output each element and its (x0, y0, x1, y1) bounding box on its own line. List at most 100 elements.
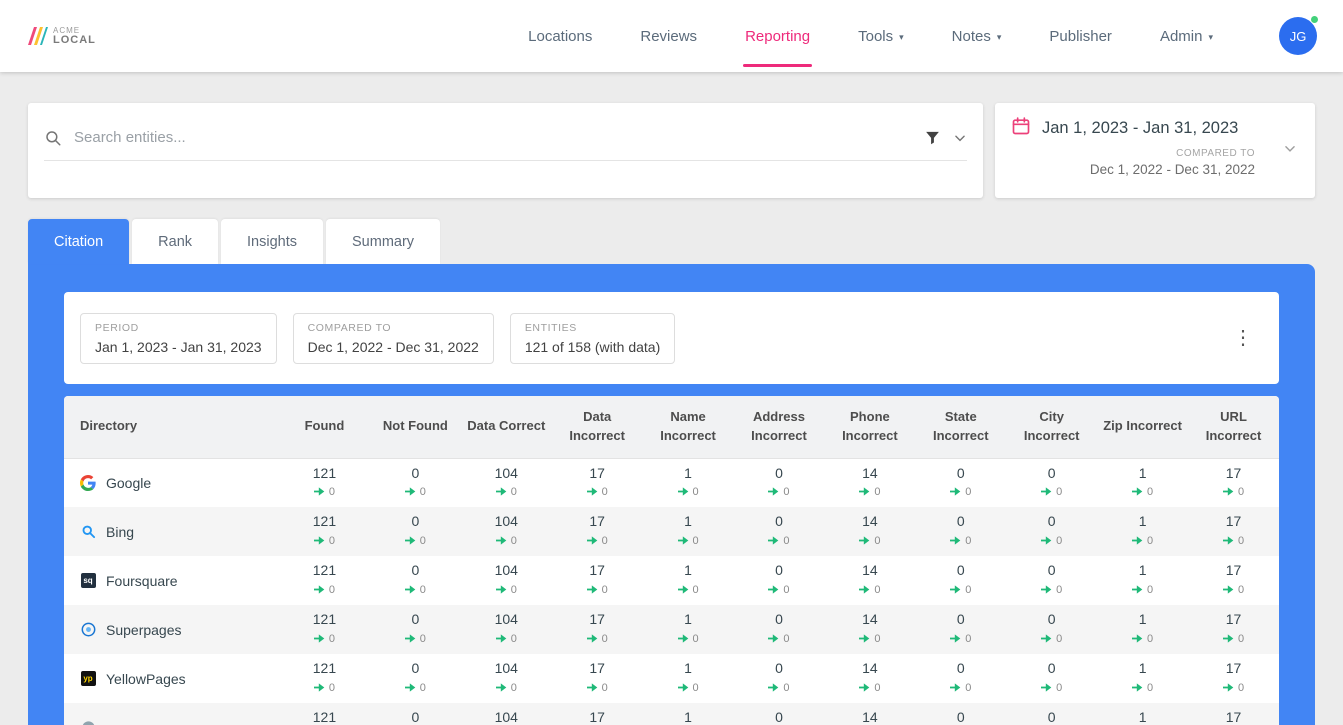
date-chevron-icon[interactable] (1283, 141, 1297, 160)
metric-delta: 0 (824, 630, 915, 648)
metric-cell: 170 (1188, 703, 1279, 725)
metric-delta: 0 (1188, 483, 1279, 501)
metric-value: 1 (1138, 562, 1147, 579)
metric-delta: 0 (552, 630, 643, 648)
trend-arrow-icon (859, 581, 870, 599)
logo[interactable]: ACME LOCAL (26, 24, 96, 48)
chevron-down-icon: ▾ (899, 31, 904, 42)
metric-delta: 0 (915, 532, 1006, 550)
metric-value: 0 (1047, 611, 1056, 628)
trend-arrow-icon (677, 581, 689, 599)
metric-value: 0 (775, 562, 783, 579)
metric-delta: 0 (552, 581, 643, 599)
metric-delta: 0 (1097, 532, 1188, 550)
filter-icon[interactable] (924, 129, 941, 146)
delta-value: 0 (328, 583, 336, 596)
column-header: Not Found (369, 396, 461, 459)
metric-value: 0 (1047, 562, 1056, 579)
metric-delta: 0 (734, 581, 825, 599)
trend-arrow-icon (313, 483, 325, 501)
tab-rank[interactable]: Rank (132, 219, 219, 264)
nav-item-reporting[interactable]: Reporting (743, 0, 813, 72)
search-chevron-down-icon[interactable] (953, 131, 967, 145)
nav-item-tools[interactable]: Tools ▾ (858, 0, 904, 72)
column-header: Name Incorrect (642, 396, 734, 459)
more-options-button[interactable]: ⋮ (1233, 327, 1253, 349)
column-header: State Incorrect (915, 396, 1007, 459)
metric-value: 14 (862, 464, 878, 481)
trend-arrow-icon (1132, 483, 1143, 501)
nav-item-notes[interactable]: Notes ▾ (952, 0, 1002, 72)
search-input[interactable] (74, 129, 912, 146)
directory-cell: sq Foursquare (64, 556, 279, 605)
entities-box: ENTITIES 121 of 158 (with data) (509, 312, 676, 364)
user-avatar[interactable]: JG (1279, 15, 1319, 55)
compared-box-label: COMPARED TO (307, 321, 392, 334)
trend-arrow-icon (313, 630, 325, 648)
metric-value: 121 (312, 611, 337, 628)
nav-item-admin[interactable]: Admin ▾ (1160, 0, 1213, 72)
trend-arrow-icon (950, 532, 961, 550)
nav-item-label: Reviews (640, 27, 698, 45)
logo-text: ACME LOCAL (53, 26, 96, 46)
delta-value: 0 (328, 485, 336, 498)
table-row: Superpages 121 0 0 0 104 0 17 0 1 0 0 0 14 0 0 0 0 0 1 0 17 0 (64, 605, 1279, 654)
column-header: Directory (64, 396, 279, 459)
delta-value: 0 (965, 632, 972, 645)
trend-arrow-icon (1041, 483, 1052, 501)
superpages-icon (80, 621, 96, 637)
metric-delta: 0 (370, 630, 461, 648)
delta-value: 0 (1056, 583, 1063, 596)
tab-summary[interactable]: Summary (326, 219, 441, 264)
nav-item-locations[interactable]: Locations (528, 0, 592, 72)
tab-citation[interactable]: Citation (28, 219, 130, 264)
metric-delta: 0 (1006, 581, 1097, 599)
metric-delta: 0 (734, 483, 825, 501)
nav-item-label: Notes (951, 27, 991, 45)
calendar-icon (1011, 116, 1031, 141)
tab-insights[interactable]: Insights (221, 219, 324, 264)
metric-value: 1 (684, 513, 692, 530)
metric-value: 0 (775, 464, 783, 481)
metric-value: 14 (862, 562, 878, 579)
directory-cell: Superpages (64, 605, 279, 654)
nav-item-reviews[interactable]: Reviews (640, 0, 697, 72)
metric-value: 1 (684, 464, 692, 481)
metric-value: 1 (684, 660, 692, 677)
metric-value: 0 (411, 562, 420, 579)
delta-value: 0 (328, 681, 336, 694)
nav-item-publisher[interactable]: Publisher (1049, 0, 1112, 72)
entities-label: ENTITIES (524, 321, 577, 334)
table-row: sq Foursquare 121 0 0 0 104 0 17 0 1 0 0 0 14 0 0 0 0 0 1 0 17… (64, 556, 1279, 605)
metric-value: 14 (862, 611, 878, 628)
column-header: Phone Incorrect (824, 396, 916, 459)
metric-delta: 0 (1006, 532, 1097, 550)
trend-arrow-icon (677, 483, 689, 501)
metric-delta: 0 (1188, 630, 1279, 648)
date-range-card[interactable]: Jan 1, 2023 - Jan 31, 2023 COMPARED TO D… (995, 103, 1315, 198)
delta-value: 0 (874, 681, 881, 694)
metric-value: 104 (494, 513, 518, 530)
metric-delta: 0 (461, 483, 552, 501)
metric-delta: 0 (461, 630, 552, 648)
metric-delta: 0 (915, 483, 1006, 501)
metric-delta: 0 (370, 581, 461, 599)
metric-delta: 0 (824, 483, 915, 501)
delta-value: 0 (1056, 534, 1063, 547)
trend-arrow-icon (1222, 483, 1234, 501)
trend-arrow-icon (1132, 532, 1143, 550)
